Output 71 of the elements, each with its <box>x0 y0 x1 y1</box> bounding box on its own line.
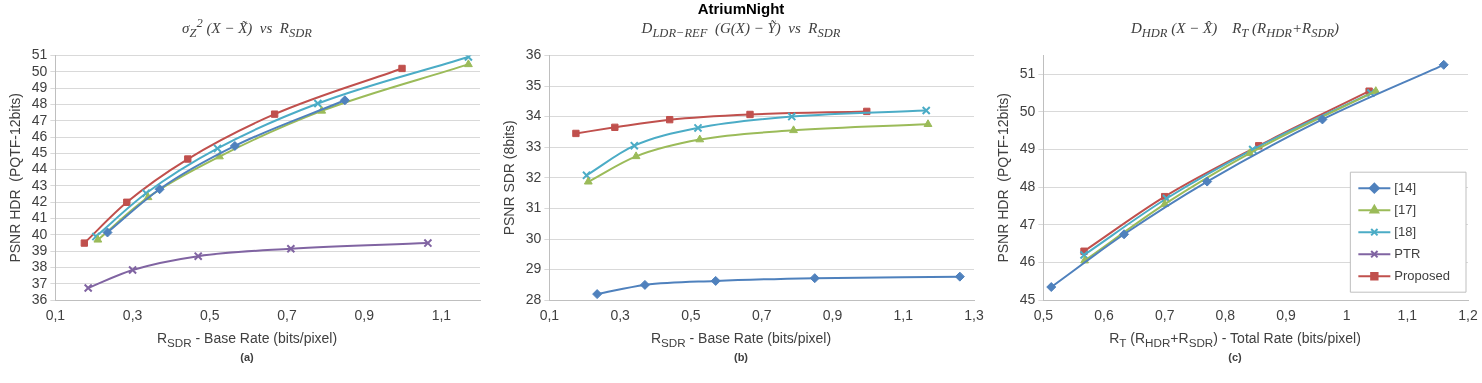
x-tick-label: 0,5 <box>681 307 701 324</box>
y-axis-title: PSNR SDR (8bits) <box>501 120 518 236</box>
y-tick-label: 49 <box>31 78 48 95</box>
y-tick-label: 34 <box>525 107 542 124</box>
x-tick-label: 0,7 <box>1154 307 1175 324</box>
y-tick-label: 45 <box>1019 291 1036 308</box>
legend-label: PTR <box>1394 245 1421 261</box>
legend-label: [18] <box>1394 223 1417 239</box>
x-tick-label: 1,2 <box>1458 307 1478 324</box>
y-tick-label: 28 <box>525 291 542 308</box>
y-tick-label: 49 <box>1019 140 1036 157</box>
x-tick-label: 0,7 <box>277 307 297 324</box>
y-tick-label: 43 <box>31 176 48 193</box>
x-tick-label: 0,8 <box>1215 307 1236 324</box>
x-tick-label: 0,5 <box>200 307 220 324</box>
x-tick-label: 0,9 <box>354 307 375 324</box>
x-axis-title: R$_{SDR}$ - Base Rate (bits/pixel) <box>650 329 832 350</box>
legend-label: [14] <box>1394 179 1417 195</box>
y-tick-label: 48 <box>1019 178 1036 195</box>
legend-label: [17] <box>1394 201 1417 217</box>
y-tick-label: 44 <box>31 160 48 177</box>
y-tick-label: 35 <box>525 76 542 93</box>
x-tick-label: 0,1 <box>45 307 66 324</box>
y-axis-title: PSNR HDR (PQTF-12bits) <box>995 93 1012 263</box>
x-tick-label: 0,3 <box>610 307 631 324</box>
chart-subtitle: D$_{LDR−REF}$ (G(X) − Ỹ) vs R$_{SDR}$ <box>641 19 841 42</box>
x-tick-label: 1 <box>1342 307 1351 324</box>
legend-label: Proposed <box>1394 267 1451 283</box>
x-tick-label: 0,7 <box>751 307 772 324</box>
y-tick-label: 36 <box>525 46 542 63</box>
y-tick-label: 37 <box>31 274 48 291</box>
y-tick-label: 51 <box>31 46 48 63</box>
text: (a) <box>240 350 254 364</box>
text: (c) <box>1228 350 1242 364</box>
x-axis-title: R$_{T}$ (R$_{HDR}$+R$_{SDR}$) - Total Rate (bits/pixel) <box>1109 329 1361 350</box>
y-tick-label: 46 <box>1019 253 1036 270</box>
y-tick-label: 31 <box>525 199 542 216</box>
chart-title: σ$_{Z}$$^{2}$ (X − X̃) vs R$_{SDR}$ <box>182 15 312 42</box>
y-tick-label: 47 <box>1019 215 1036 232</box>
x-tick-label: 1,1 <box>893 307 914 324</box>
y-tick-label: 38 <box>31 258 48 275</box>
x-tick-label: 1,1 <box>1397 307 1418 324</box>
x-tick-label: 1,3 <box>964 307 984 324</box>
x-tick-label: 0,6 <box>1094 307 1114 324</box>
y-tick-label: 36 <box>31 291 48 308</box>
y-tick-label: 41 <box>31 209 48 226</box>
y-tick-label: 32 <box>525 168 542 185</box>
text: (b) <box>733 350 749 364</box>
x-tick-label: 0,1 <box>539 307 560 324</box>
x-tick-label: 0,3 <box>122 307 143 324</box>
x-tick-label: 0,9 <box>822 307 843 324</box>
y-tick-label: 40 <box>31 225 48 242</box>
x-axis-title: R$_{SDR}$ - Base Rate (bits/pixel) <box>156 329 338 350</box>
y-tick-label: 33 <box>525 138 542 155</box>
x-tick-label: 0,9 <box>1276 307 1296 324</box>
y-tick-label: 42 <box>31 193 48 210</box>
y-tick-label: 50 <box>1019 102 1036 119</box>
y-tick-label: 50 <box>31 62 48 79</box>
y-tick-label: 39 <box>31 242 48 259</box>
chart-title: D$_{HDR}$ (X − X̂) R$_{T}$ (R$_{HDR}$+R$_{SDR}$) <box>1130 20 1340 40</box>
y-tick-label: 51 <box>1019 65 1036 82</box>
y-tick-label: 47 <box>31 111 48 128</box>
y-tick-label: 48 <box>31 95 48 112</box>
y-tick-label: 45 <box>31 144 48 161</box>
x-tick-label: 0,5 <box>1033 307 1054 324</box>
y-tick-label: 30 <box>525 229 542 246</box>
chart-title: AtriumNight <box>697 0 785 17</box>
y-tick-label: 29 <box>525 260 542 277</box>
y-axis-title: PSNR HDR (PQTF-12bits) <box>7 93 24 263</box>
y-tick-label: 46 <box>31 127 48 144</box>
x-tick-label: 1,1 <box>431 307 452 324</box>
